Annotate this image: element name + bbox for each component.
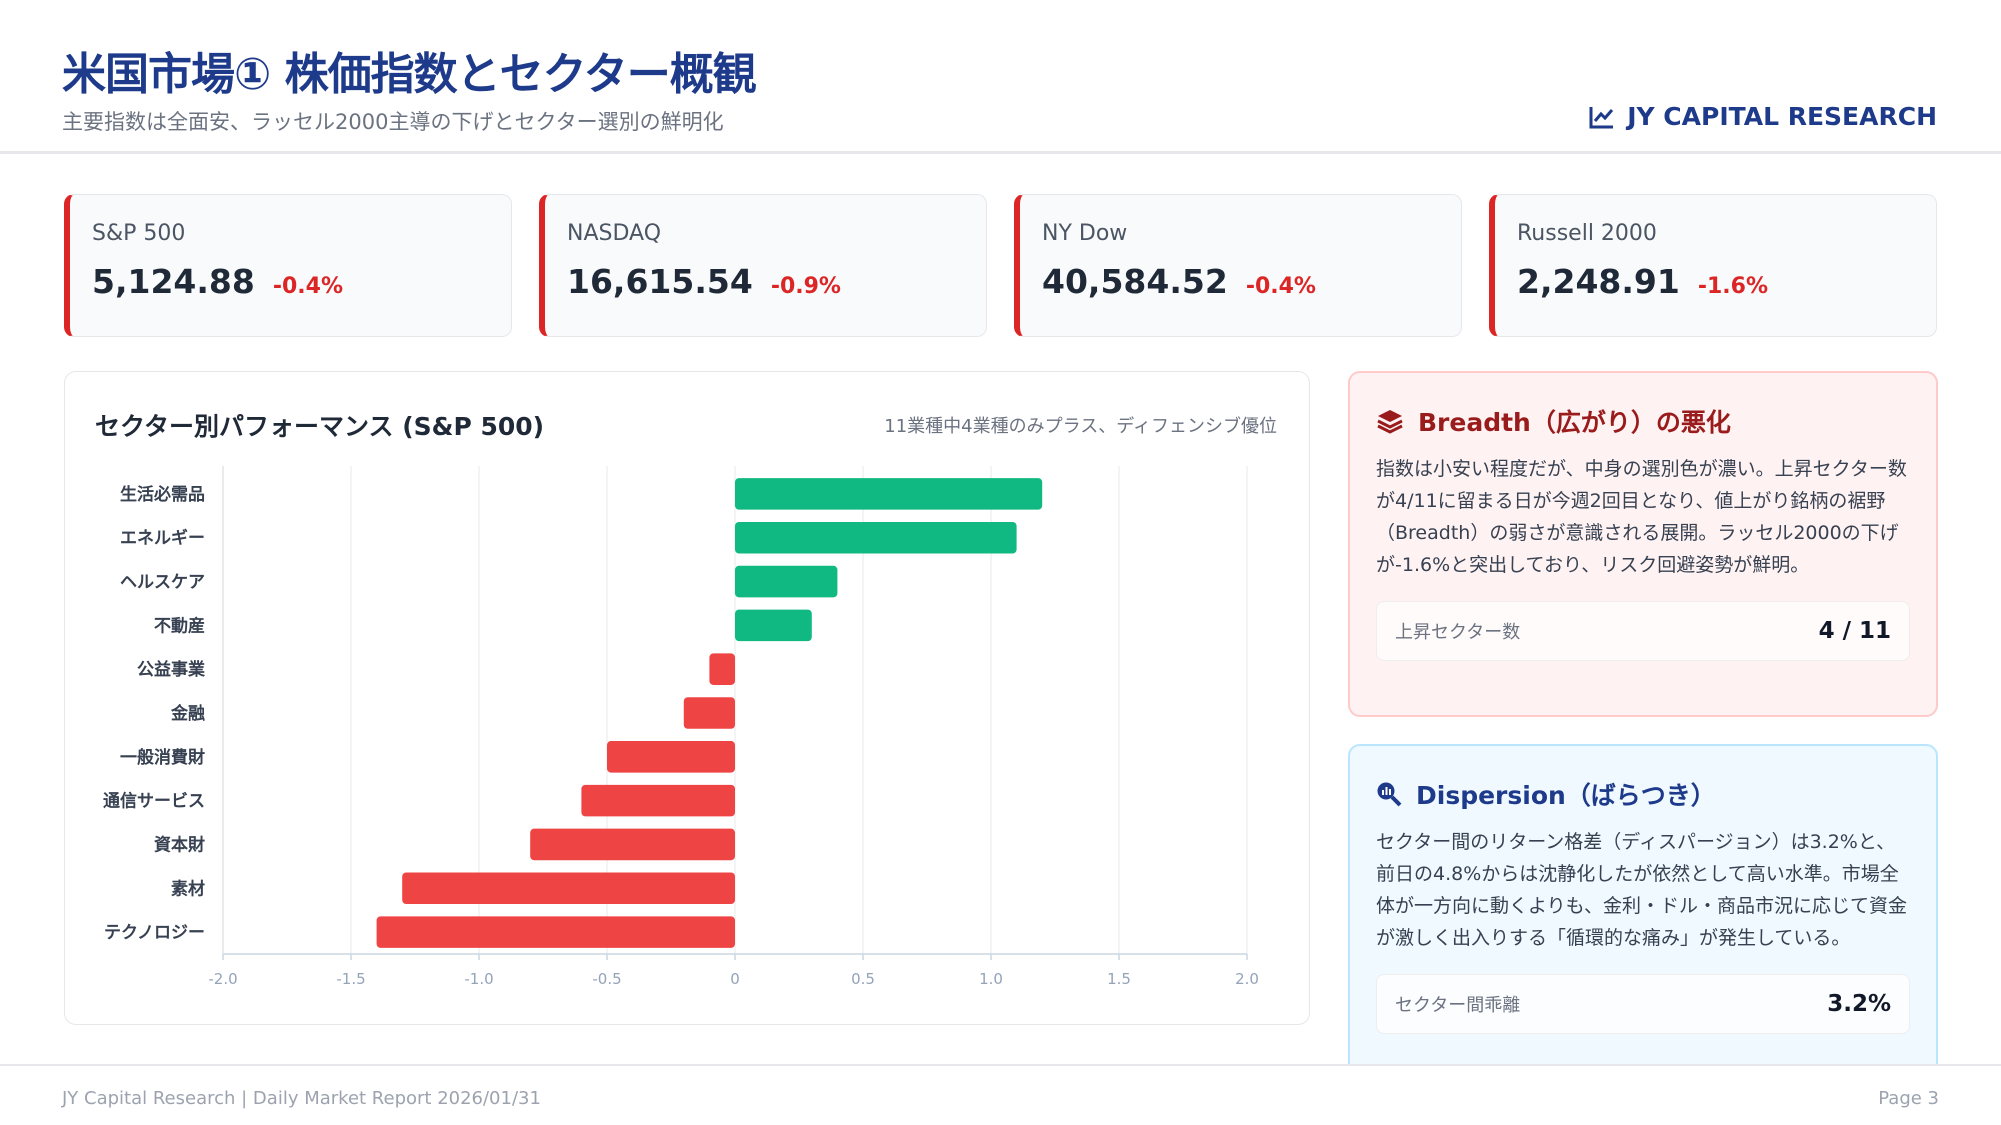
y-tick-label: 資本財 <box>154 834 205 855</box>
bar-素材 <box>402 872 735 905</box>
index-card-sp500: S&P 500 5,124.88 -0.4% <box>64 194 512 337</box>
x-tick-label: 1.0 <box>979 970 1003 988</box>
index-value: 16,615.54 <box>567 262 753 301</box>
x-tick-label: -0.5 <box>592 970 621 988</box>
y-tick-label: テクノロジー <box>104 923 205 943</box>
y-tick-label: ヘルスケア <box>120 573 205 593</box>
bar-不動産 <box>735 609 812 642</box>
breadth-heading: Breadth（広がり）の悪化 <box>1376 403 1910 439</box>
metric-label: セクター間乖離 <box>1395 995 1521 1016</box>
search-chart-icon <box>1377 782 1402 807</box>
index-change: -0.9% <box>770 274 841 299</box>
y-tick-label: エネルギー <box>120 529 205 549</box>
layers-icon <box>1377 410 1403 434</box>
line-chart-icon <box>1589 106 1614 128</box>
x-tick-label: -2.0 <box>208 970 237 988</box>
footer: JY Capital Research | Daily Market Repor… <box>0 1064 2001 1125</box>
index-name: NY Dow <box>1042 221 1128 246</box>
page-number: Page 3 <box>1878 1088 1939 1109</box>
brand-name: JY CAPITAL RESEARCH <box>1627 102 1937 131</box>
footer-source: JY Capital Research | Daily Market Repor… <box>62 1088 541 1109</box>
bar-資本財 <box>530 828 735 861</box>
bar-通信サービス <box>581 784 735 817</box>
metric-value: 4 / 11 <box>1818 618 1891 644</box>
index-name: Russell 2000 <box>1517 221 1657 246</box>
breadth-text: 指数は小安い程度だが、中身の選別色が濃い。上昇セクター数が4/11に留まる日が今… <box>1376 458 1907 576</box>
index-change: -1.6% <box>1697 274 1768 299</box>
x-tick-label: 0.5 <box>851 970 875 988</box>
dispersion-panel: Dispersion（ばらつき） セクター間のリターン格差（ディスパージョン）は… <box>1348 744 1938 1084</box>
bar-ヘルスケア <box>735 565 838 598</box>
index-name: S&P 500 <box>92 221 186 246</box>
bar-金融 <box>683 697 735 729</box>
brand-logo: JY CAPITAL RESEARCH <box>1589 102 1937 131</box>
breadth-panel: Breadth（広がり）の悪化 指数は小安い程度だが、中身の選別色が濃い。上昇セ… <box>1348 371 1938 717</box>
y-tick-label: 素材 <box>171 878 205 899</box>
index-name: NASDAQ <box>567 221 662 246</box>
y-tick-label: 生活必需品 <box>120 484 205 505</box>
bar-エネルギー <box>735 521 1017 554</box>
index-card-nasdaq: NASDAQ 16,615.54 -0.9% <box>539 194 987 337</box>
bar-公益事業 <box>709 653 735 685</box>
bar-一般消費財 <box>607 741 735 773</box>
y-tick-label: 公益事業 <box>137 659 205 680</box>
bar-テクノロジー <box>376 916 735 948</box>
index-card-dow: NY Dow 40,584.52 -0.4% <box>1014 194 1462 337</box>
breadth-metric: 上昇セクター数 4 / 11 <box>1376 601 1910 661</box>
y-tick-label: 金融 <box>170 703 205 724</box>
x-tick-label: -1.0 <box>464 970 493 988</box>
metric-value: 3.2% <box>1827 991 1891 1017</box>
dispersion-metric: セクター間乖離 3.2% <box>1376 974 1910 1034</box>
y-tick-label: 通信サービス <box>103 791 205 812</box>
index-change: -0.4% <box>272 274 343 299</box>
dispersion-heading: Dispersion（ばらつき） <box>1376 776 1910 812</box>
index-value: 5,124.88 <box>92 262 255 301</box>
x-tick-label: 0 <box>730 970 740 988</box>
y-tick-label: 一般消費財 <box>120 747 205 768</box>
header: 米国市場① 株価指数とセクター概観 主要指数は全面安、ラッセル2000主導の下げ… <box>0 0 2001 154</box>
chart-note: 11業種中4業種のみプラス、ディフェンシブ優位 <box>884 416 1277 437</box>
sector-bar-chart: -2.0 -1.5 -1.0 -0.5 0 0.5 1.0 1.5 2.0 生活必需品エネルギーヘ… <box>103 466 1259 988</box>
y-tick-label: 不動産 <box>154 615 205 636</box>
chart-title: セクター別パフォーマンス (S&P 500) <box>95 412 545 441</box>
index-cards: S&P 500 5,124.88 -0.4% NASDAQ 16,615.54 -0.9… <box>64 194 1937 337</box>
x-tick-label: 1.5 <box>1107 970 1131 988</box>
bar-生活必需品 <box>735 478 1043 510</box>
index-value: 40,584.52 <box>1042 262 1228 301</box>
sector-chart-panel: セクター別パフォーマンス (S&P 500) 11業種中4業種のみプラス、ディフ… <box>64 371 1310 1025</box>
metric-label: 上昇セクター数 <box>1395 622 1521 643</box>
index-change: -0.4% <box>1245 274 1316 299</box>
page-subtitle: 主要指数は全面安、ラッセル2000主導の下げとセクター選別の鮮明化 <box>62 110 724 134</box>
page-title: 米国市場① 株価指数とセクター概観 <box>62 49 757 100</box>
dispersion-text: セクター間のリターン格差（ディスパージョン）は3.2%と、前日の4.8%からは沈… <box>1376 831 1908 949</box>
index-value: 2,248.91 <box>1517 262 1680 301</box>
index-card-russell: Russell 2000 2,248.91 -1.6% <box>1489 194 1937 337</box>
breadth-title: Breadth（広がり）の悪化 <box>1418 408 1731 437</box>
x-tick-label: -1.5 <box>336 970 365 988</box>
x-tick-label: 2.0 <box>1235 970 1259 988</box>
dispersion-title: Dispersion（ばらつき） <box>1416 781 1716 810</box>
